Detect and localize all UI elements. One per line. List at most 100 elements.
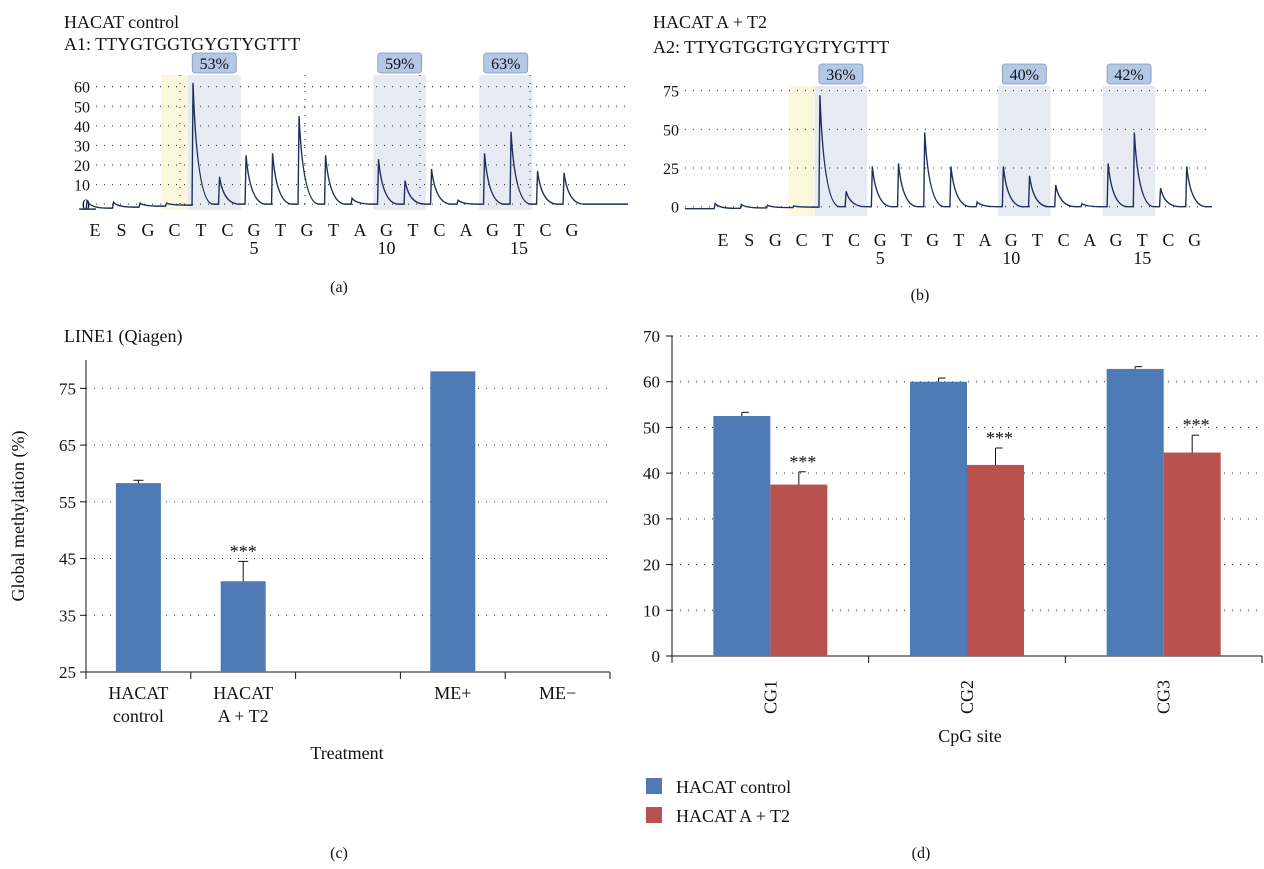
- bar-cg3-series-1: [1106, 368, 1164, 656]
- panel-b-label: (b): [911, 287, 930, 304]
- y-tick-label-65: 65: [59, 436, 76, 455]
- panel-d-plot: 0 10 20 30 40 50 60 70 *** CG1 *** CG2 *** CG3 CpG sit…: [643, 327, 1263, 746]
- significance-cg3: ***: [1183, 415, 1210, 435]
- cpg-percent-label-2: 40%: [1010, 67, 1039, 84]
- bar-cg3-series-2: [1163, 452, 1221, 656]
- y-tick-label-50: 50: [74, 99, 90, 116]
- dispensation-7: G: [248, 220, 261, 240]
- y-tick-label-0: 0: [652, 647, 661, 666]
- significance-cg2: ***: [986, 428, 1013, 448]
- y-tick-label-30: 30: [74, 138, 90, 155]
- panel-c-label: (c): [330, 845, 348, 862]
- dispensation-18: C: [1162, 230, 1174, 250]
- dispensation-17: T: [1137, 230, 1148, 250]
- y-tick-label-70: 70: [643, 327, 660, 346]
- bar-1: [115, 483, 161, 672]
- dispensation-1: E: [718, 230, 729, 250]
- dispensation-3: G: [769, 230, 782, 250]
- dispensation-1: E: [90, 220, 101, 240]
- y-tick-label-45: 45: [59, 550, 76, 569]
- dispensation-16: G: [1110, 230, 1123, 250]
- cpg-percent-badge-1: [818, 63, 864, 85]
- dispensation-10: T: [953, 230, 964, 250]
- x-tick-label-cg1: CG1: [760, 680, 780, 714]
- bar-4: [430, 371, 476, 672]
- cpg-site-highlight-3: [479, 75, 533, 210]
- cpg-percent-label-3: 63%: [491, 56, 520, 73]
- x-tick-label-4-1: ME+: [434, 683, 471, 703]
- dispensation-8: T: [275, 220, 286, 240]
- y-tick-label-75: 75: [59, 379, 76, 398]
- y-tick-label-50: 50: [663, 122, 679, 139]
- cpg-percent-badge-3: [1106, 63, 1152, 85]
- position-number-5: 5: [876, 248, 885, 268]
- x-tick-label-cg2: CG2: [957, 680, 977, 714]
- y-tick-label-20: 20: [74, 158, 90, 175]
- cpg-site-highlight-2: [998, 86, 1051, 216]
- cpg-percent-badge-2: [377, 52, 423, 74]
- panel-a-subtitle: A1: TTYGTGGTGYGTYGTTT: [64, 34, 300, 54]
- dispensation-4: C: [168, 220, 180, 240]
- y-tick-label-10: 10: [74, 178, 90, 195]
- cpg-site-highlight-3: [1102, 86, 1156, 216]
- bar-cg1-series-1: [713, 416, 771, 656]
- cpg-percent-label-3: 42%: [1114, 67, 1143, 84]
- panel-c-title: LINE1 (Qiagen): [64, 326, 182, 347]
- dispensation-8: T: [901, 230, 912, 250]
- y-tick-label-0: 0: [671, 200, 679, 217]
- dispensation-12: G: [380, 220, 393, 240]
- dispensation-6: C: [221, 220, 233, 240]
- x-axis-title: CpG site: [938, 726, 1002, 746]
- x-tick-label-1-2: control: [113, 706, 164, 726]
- position-number-15: 15: [1133, 248, 1151, 268]
- y-tick-label-40: 40: [74, 119, 90, 136]
- panel-d-bar-chart: 0 10 20 30 40 50 60 70 *** CG1 *** CG2 *** CG3 CpG sit…: [643, 327, 1263, 862]
- x-tick-label-cg3: CG3: [1154, 680, 1174, 714]
- cpg-percent-badge-1: [191, 52, 237, 74]
- y-tick-label-35: 35: [59, 606, 76, 625]
- position-number-10: 10: [378, 238, 396, 258]
- dispensation-2: S: [116, 220, 126, 240]
- x-tick-label-2-2: A + T2: [218, 706, 269, 726]
- panel-b-subtitle: A2: TTYGTGGTGYGTYGTTT: [653, 37, 889, 57]
- panel-d-label: (d): [912, 845, 931, 862]
- legend-swatch-treated: [646, 807, 662, 823]
- cpg-percent-label-1: 53%: [200, 56, 229, 73]
- y-tick-label-60: 60: [643, 373, 660, 392]
- dispensation-9: G: [301, 220, 314, 240]
- dispensation-2: S: [744, 230, 754, 250]
- control-dispensation-highlight: [161, 75, 188, 210]
- dispensation-6: C: [848, 230, 860, 250]
- control-dispensation-highlight: [788, 86, 815, 216]
- cpg-site-highlight-2: [373, 75, 427, 210]
- y-tick-label-30: 30: [643, 510, 660, 529]
- x-axis-title: Treatment: [310, 743, 383, 763]
- y-tick-label-40: 40: [643, 464, 660, 483]
- panel-b-pyrogram: HACAT A + T2 A2: TTYGTGGTGYGTYGTTT 36% 40…: [653, 12, 1212, 304]
- dispensation-11: A: [354, 220, 367, 240]
- position-number-10: 10: [1002, 248, 1020, 268]
- cpg-site-highlight-1: [814, 86, 868, 216]
- y-tick-label-20: 20: [643, 556, 660, 575]
- dispensation-19: G: [566, 220, 579, 240]
- dispensation-5: T: [822, 230, 833, 250]
- y-tick-label-25: 25: [59, 663, 76, 682]
- x-tick-label-5-1: ME−: [539, 683, 576, 703]
- legend-swatch-control: [646, 778, 662, 794]
- pyrogram-trace: [79, 82, 628, 210]
- bar-2: [220, 581, 266, 672]
- legend-label-treated: HACAT A + T2: [676, 806, 790, 826]
- dispensation-11: A: [979, 230, 992, 250]
- dispensation-10: T: [328, 220, 339, 240]
- y-axis-title: Global methylation (%): [8, 431, 29, 602]
- dispensation-19: G: [1188, 230, 1201, 250]
- dispensation-5: T: [196, 220, 207, 240]
- dispensation-9: G: [926, 230, 939, 250]
- cpg-percent-label-2: 59%: [385, 56, 414, 73]
- y-tick-label-50: 50: [643, 418, 660, 437]
- dispensation-17: T: [514, 220, 525, 240]
- dispensation-3: G: [142, 220, 155, 240]
- dispensation-15: A: [460, 220, 473, 240]
- panel-c-plot: 25 35 45 55 65 75 HACAT control *** HACAT A + T2 ME…: [8, 360, 611, 763]
